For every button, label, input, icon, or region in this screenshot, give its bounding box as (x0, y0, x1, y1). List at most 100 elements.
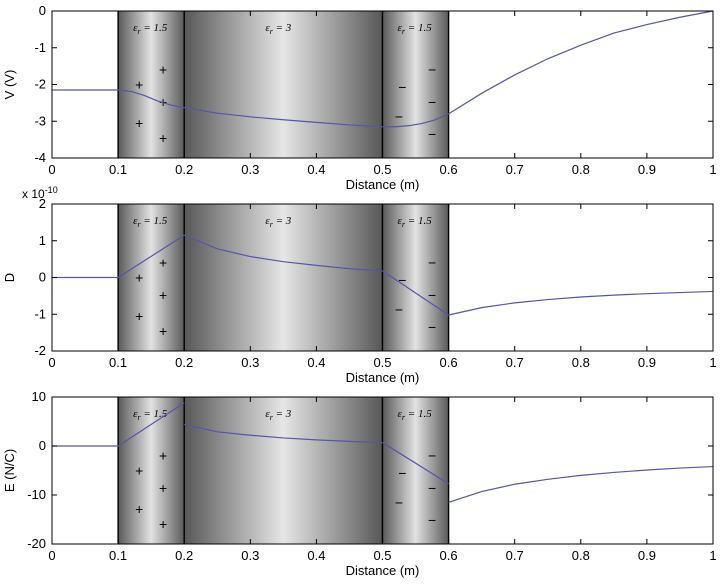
x-tick-label: 0.7 (506, 548, 524, 563)
dielectric-region (184, 11, 383, 158)
region-permittivity-label: εr = 1.5 (133, 22, 168, 36)
dielectric-region (118, 11, 185, 158)
positive-charge-sign: + (135, 270, 143, 286)
x-tick-label: 0.1 (109, 162, 127, 177)
region-permittivity-label: εr = 1.5 (133, 215, 168, 229)
negative-charge-sign: − (398, 465, 406, 481)
y-exponent-label: x 10-10 (22, 185, 58, 201)
x-axis-label: Distance (m) (346, 370, 420, 385)
x-tick-label: 0.4 (307, 548, 325, 563)
positive-charge-sign: + (135, 463, 143, 479)
region-permittivity-label: εr = 1.5 (133, 408, 168, 422)
y-axis-label: E (N/C) (2, 449, 17, 492)
y-tick-label: -2 (34, 343, 46, 358)
x-axis-label: Distance (m) (346, 563, 420, 578)
y-tick-label: -1 (34, 40, 46, 55)
negative-charge-sign: − (395, 109, 403, 125)
negative-charge-sign: − (428, 94, 436, 110)
negative-charge-sign: − (428, 319, 436, 335)
negative-charge-sign: − (398, 79, 406, 95)
x-tick-label: 0.9 (638, 548, 656, 563)
positive-charge-sign: + (135, 115, 143, 131)
y-tick-label: 0 (39, 270, 46, 285)
series-line (52, 10, 714, 128)
series-line (448, 465, 714, 503)
y-tick-label: 2 (39, 196, 46, 211)
negative-charge-sign: − (428, 448, 436, 464)
y-tick-label: -10 (27, 487, 46, 502)
x-tick-label: 0.3 (241, 548, 259, 563)
series-line (448, 290, 714, 316)
x-tick-label: 1 (709, 162, 716, 177)
x-tick-label: 0.7 (506, 355, 524, 370)
series-line (183, 234, 383, 272)
panel-field: εr = 1.5 + + + + + εr = 3 εr = 1.5 − − − − − 0 0.1 0.2 0… (2, 389, 717, 578)
negative-charge-sign: − (428, 480, 436, 496)
dielectric-region (118, 204, 185, 351)
positive-charge-sign: + (159, 448, 167, 464)
x-tick-label: 0.4 (307, 162, 325, 177)
x-tick-label: 0.2 (175, 162, 193, 177)
x-tick-label: 0.3 (241, 162, 259, 177)
x-tick-label: 0.8 (572, 548, 590, 563)
x-tick-label: 0.1 (109, 355, 127, 370)
x-tick-label: 0.8 (572, 355, 590, 370)
negative-charge-sign: − (428, 126, 436, 142)
panel-potential: εr = 1.5 + + + + + εr = 3 εr = 1.5 − − − − − 0 0.1 0.2 0… (2, 3, 717, 192)
x-tick-label: 0.8 (572, 162, 590, 177)
positive-charge-sign: + (135, 308, 143, 324)
negative-charge-sign: − (395, 302, 403, 318)
x-tick-label: 0.9 (638, 355, 656, 370)
y-tick-label: 0 (39, 438, 46, 453)
x-tick-label: 0.3 (241, 355, 259, 370)
x-tick-label: 0.2 (175, 548, 193, 563)
x-tick-label: 0.1 (109, 548, 127, 563)
positive-charge-sign: + (159, 94, 167, 110)
x-tick-label: 0.6 (440, 162, 458, 177)
positive-charge-sign: + (159, 130, 167, 146)
positive-charge-sign: + (135, 77, 143, 93)
y-tick-label: -4 (34, 150, 46, 165)
y-tick-label: 0 (39, 3, 46, 18)
x-axis-label: Distance (m) (346, 177, 420, 192)
series-line (382, 270, 449, 316)
series-line (52, 234, 185, 279)
y-tick-label: 10 (32, 389, 46, 404)
x-tick-label: 0.5 (373, 548, 391, 563)
x-tick-label: 1 (709, 355, 716, 370)
region-permittivity-label: εr = 1.5 (398, 22, 433, 36)
panel-displacement: εr = 1.5 + + + + + εr = 3 εr = 1.5 − − − − − 0 0.1 0.2 0… (2, 185, 717, 385)
dielectric-region (382, 204, 449, 351)
positive-charge-sign: + (159, 516, 167, 532)
x-tick-label: 0.6 (440, 355, 458, 370)
x-tick-label: 0.2 (175, 355, 193, 370)
y-tick-label: -1 (34, 306, 46, 321)
x-tick-label: 0.5 (373, 355, 391, 370)
x-tick-label: 1 (709, 548, 716, 563)
x-tick-label: 0 (48, 355, 55, 370)
region-permittivity-label: εr = 3 (265, 22, 291, 36)
negative-charge-sign: − (428, 62, 436, 78)
positive-charge-sign: + (159, 255, 167, 271)
negative-charge-sign: − (428, 255, 436, 271)
region-permittivity-label: εr = 3 (265, 215, 291, 229)
dielectric-region (184, 397, 383, 544)
series-line (382, 442, 449, 485)
x-tick-label: 0 (48, 548, 55, 563)
x-tick-label: 0 (48, 162, 55, 177)
positive-charge-sign: + (159, 287, 167, 303)
dielectric-region (382, 397, 449, 544)
x-tick-label: 0.6 (440, 548, 458, 563)
negative-charge-sign: − (428, 287, 436, 303)
dielectric-region (184, 204, 383, 351)
region-permittivity-label: εr = 3 (265, 408, 291, 422)
negative-charge-sign: − (398, 272, 406, 288)
y-tick-label: -3 (34, 113, 46, 128)
x-tick-label: 0.7 (506, 162, 524, 177)
positive-charge-sign: + (135, 501, 143, 517)
region-permittivity-label: εr = 1.5 (398, 408, 433, 422)
dielectric-region (382, 11, 449, 158)
series-line (184, 423, 383, 444)
x-tick-label: 0.9 (638, 162, 656, 177)
